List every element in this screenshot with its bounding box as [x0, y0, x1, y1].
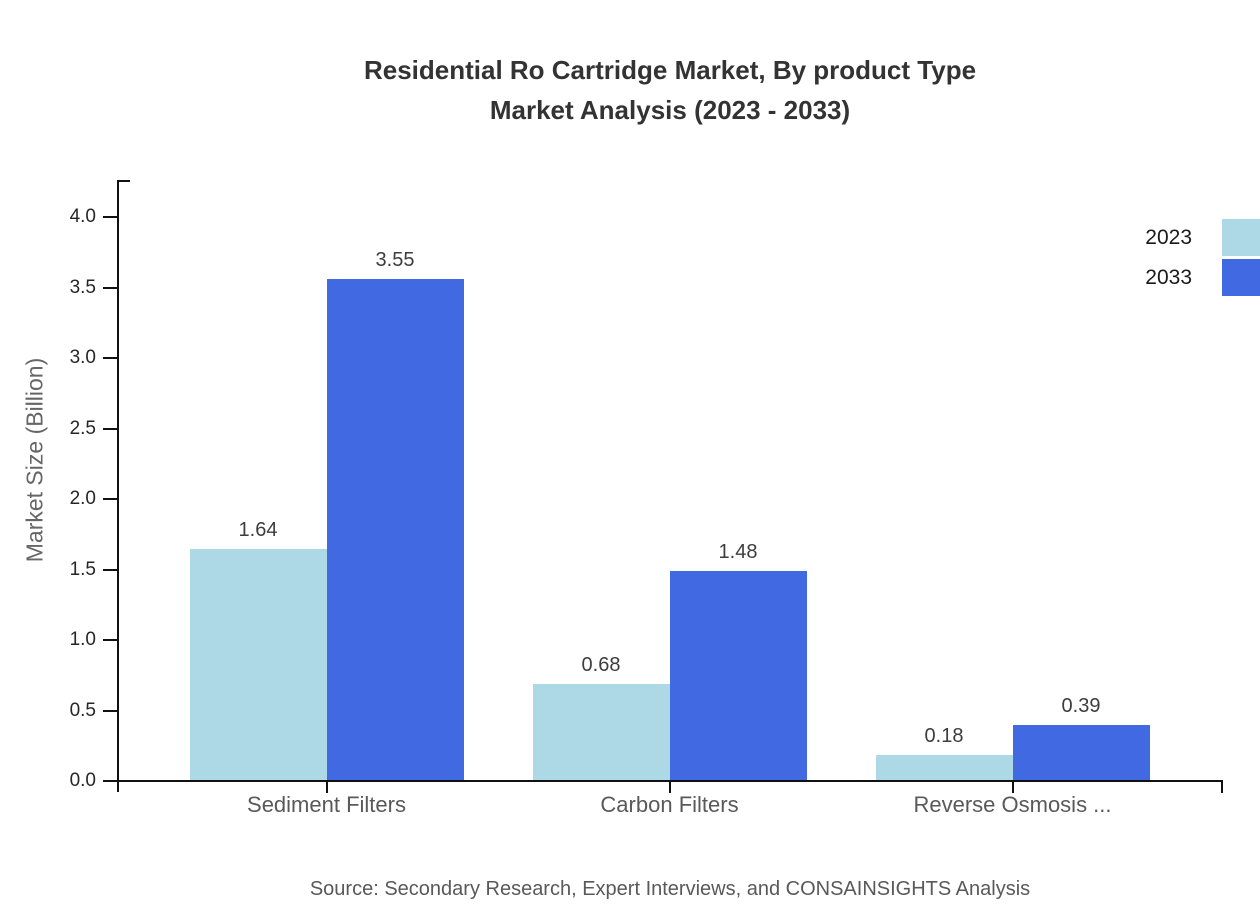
- bar-2033-3: [1012, 725, 1150, 780]
- y-tick-label-1.5: 1.5: [69, 559, 96, 580]
- y-tick-label-4.0: 4.0: [69, 206, 96, 227]
- y-axis-top-cap: [117, 180, 130, 182]
- bar-value-2033-2: 1.48: [718, 541, 758, 563]
- y-tick-label-2.5: 2.5: [69, 418, 96, 439]
- y-tick-1.0: [103, 639, 117, 641]
- bar-2033-1: [326, 279, 464, 780]
- y-axis-line: [117, 180, 119, 792]
- legend-item-2033: 2033: [1145, 259, 1260, 296]
- y-tick-1.5: [103, 569, 117, 571]
- legend: 2023 2033: [1145, 219, 1260, 296]
- bar-value-2033-3: 0.39: [1061, 695, 1101, 717]
- y-tick-3.5: [103, 287, 117, 289]
- y-tick-label-1.0: 1.0: [69, 629, 96, 650]
- y-tick-0.0: [103, 780, 117, 782]
- y-axis-title: Market Size (Billion): [21, 357, 48, 563]
- x-tick-2: [668, 781, 671, 793]
- y-tick-3.0: [103, 357, 117, 359]
- category-label-2: Carbon Filters: [600, 792, 739, 817]
- category-label-3: Reverse Osmosis ...: [913, 792, 1112, 817]
- legend-label-2033: 2033: [1145, 265, 1192, 289]
- bar-value-2023-2: 0.68: [581, 654, 621, 676]
- legend-label-2023: 2023: [1145, 225, 1192, 249]
- chart-title-line2: Market Analysis (2023 - 2033): [489, 95, 851, 125]
- legend-swatch-2023: [1222, 219, 1260, 256]
- chart-title-line1: Residential Ro Cartridge Market, By prod…: [363, 55, 977, 85]
- y-tick-2.0: [103, 498, 117, 500]
- bar-value-2023-1: 1.64: [238, 519, 278, 541]
- y-tick-label-2.0: 2.0: [69, 488, 96, 509]
- category-label-1: Sediment Filters: [247, 792, 406, 817]
- x-tick-1: [325, 781, 328, 793]
- bar-2023-2: [532, 684, 670, 780]
- source-note: Source: Secondary Research, Expert Inter…: [309, 878, 1031, 900]
- y-tick-4.0: [103, 216, 117, 218]
- chart-title: Residential Ro Cartridge Market, By prod…: [118, 50, 1222, 130]
- x-axis-end-cap: [1221, 780, 1223, 793]
- bar-2023-1: [189, 549, 327, 780]
- y-tick-2.5: [103, 428, 117, 430]
- y-tick-label-3.5: 3.5: [69, 277, 96, 298]
- y-tick-label-0.5: 0.5: [69, 700, 96, 721]
- x-tick-3: [1011, 781, 1014, 793]
- bar-2033-2: [669, 571, 807, 780]
- bar-2023-3: [875, 755, 1013, 780]
- legend-item-2023: 2023: [1145, 219, 1260, 256]
- bar-value-2023-3: 0.18: [924, 725, 964, 747]
- y-tick-label-3.0: 3.0: [69, 347, 96, 368]
- bar-value-2033-1: 3.55: [375, 249, 415, 271]
- legend-swatch-2033: [1222, 259, 1260, 296]
- y-tick-label-0.0: 0.0: [69, 770, 96, 791]
- y-tick-0.5: [103, 710, 117, 712]
